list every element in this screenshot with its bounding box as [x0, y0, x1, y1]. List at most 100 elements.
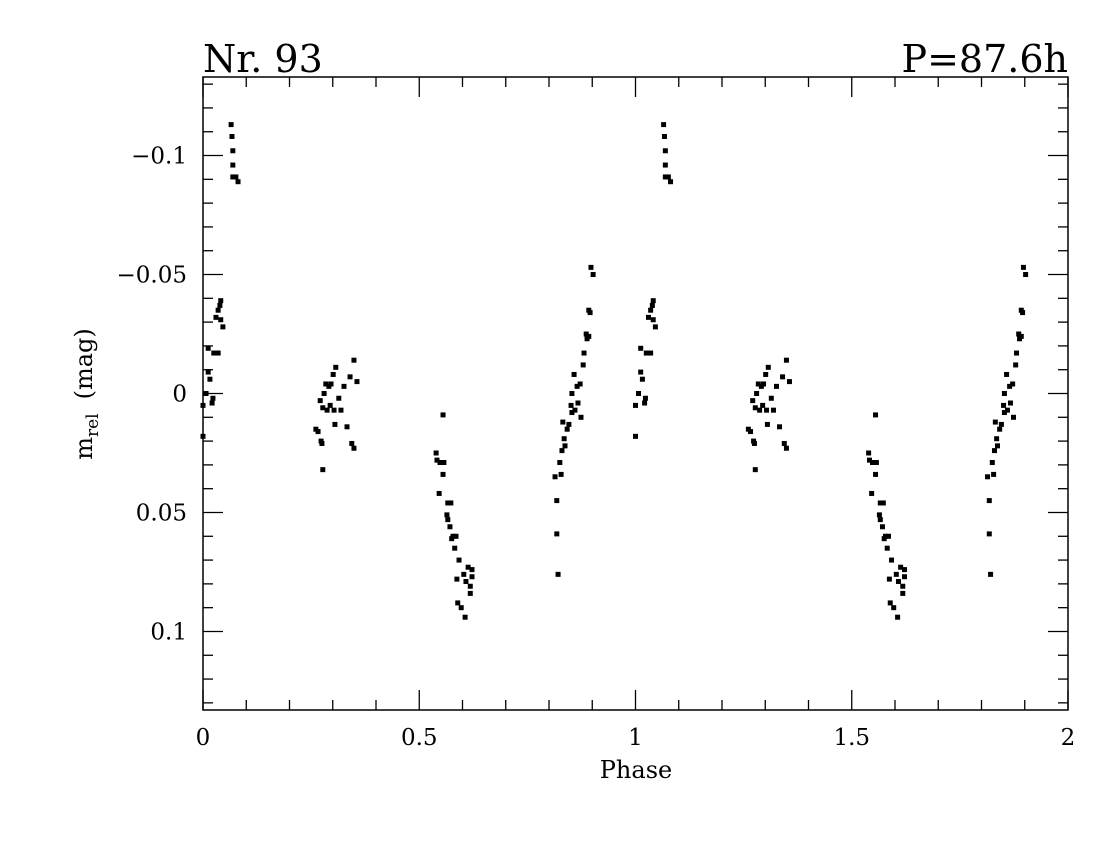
data-point — [1001, 410, 1007, 416]
data-point — [889, 557, 895, 563]
data-point — [638, 345, 644, 351]
y-tick-label: −0.05 — [117, 263, 187, 289]
data-point — [1004, 407, 1010, 413]
data-point — [566, 421, 572, 427]
y-tick-label: 0.05 — [136, 500, 187, 526]
data-point — [323, 381, 329, 387]
data-point — [764, 407, 770, 413]
data-point — [1020, 310, 1026, 316]
y-axis-label-unit: (mag) — [70, 328, 98, 399]
chart-title: Nr. 93 — [203, 37, 323, 81]
data-point — [332, 421, 338, 427]
data-point — [210, 395, 216, 401]
data-point — [315, 429, 321, 435]
y-axis-label-main: m — [70, 437, 98, 460]
data-point — [642, 395, 648, 401]
data-point — [552, 474, 558, 480]
data-point — [763, 371, 769, 377]
data-point — [561, 436, 567, 442]
data-point — [752, 467, 758, 473]
data-point — [786, 379, 792, 385]
data-point — [902, 567, 908, 573]
data-point — [215, 350, 221, 356]
data-point — [748, 429, 754, 435]
y-axis-label: mrel (mag) — [70, 328, 103, 460]
data-point — [880, 500, 886, 506]
data-point — [349, 440, 355, 446]
data-point — [893, 571, 899, 577]
data-point — [455, 600, 461, 606]
data-point — [882, 533, 888, 539]
data-point — [317, 398, 323, 404]
data-point — [588, 264, 594, 270]
data-point — [463, 578, 469, 584]
data-point — [1018, 333, 1024, 339]
data-point — [985, 474, 991, 480]
data-point — [331, 407, 337, 413]
data-point — [648, 350, 654, 356]
plot-frame — [202, 76, 1069, 711]
x-tick-label: 2 — [1061, 725, 1076, 751]
data-point — [777, 424, 783, 430]
chart-subtitle: P=87.6h — [902, 37, 1069, 81]
data-point — [233, 174, 239, 180]
data-point — [581, 350, 587, 356]
y-axis-label-sub: rel — [83, 413, 103, 437]
data-point — [351, 445, 357, 451]
data-point — [1010, 381, 1016, 387]
data-point — [217, 302, 223, 308]
data-point — [578, 414, 584, 420]
data-point — [324, 407, 330, 413]
data-point — [986, 531, 992, 537]
data-point — [895, 578, 901, 584]
data-point — [559, 448, 565, 454]
data-point — [887, 600, 893, 606]
data-point — [200, 433, 206, 439]
data-point — [900, 583, 906, 589]
data-point — [452, 545, 458, 551]
data-point — [462, 614, 468, 620]
data-point — [209, 400, 215, 406]
data-point — [445, 500, 451, 506]
data-point — [320, 467, 326, 473]
data-point — [441, 460, 447, 466]
y-tick-label: 0 — [172, 382, 187, 408]
data-point — [898, 564, 904, 570]
data-point — [575, 400, 581, 406]
data-point — [351, 357, 357, 363]
data-point — [661, 133, 667, 139]
data-point — [633, 433, 638, 439]
data-point — [445, 517, 451, 523]
data-point — [643, 350, 649, 356]
data-point — [781, 440, 787, 446]
data-point — [648, 307, 654, 313]
data-point — [661, 122, 667, 128]
data-point — [633, 402, 638, 408]
data-point — [450, 533, 456, 539]
data-point — [755, 381, 761, 387]
data-point — [338, 407, 344, 413]
data-point — [577, 381, 583, 387]
data-point — [437, 460, 443, 466]
data-point — [456, 557, 462, 563]
data-point — [649, 302, 655, 308]
data-point — [780, 374, 786, 380]
data-point — [650, 317, 656, 323]
data-point — [433, 450, 439, 456]
x-axis-label: Phase — [600, 756, 672, 784]
data-point — [662, 174, 668, 180]
data-point — [642, 400, 648, 406]
data-point — [760, 402, 766, 408]
data-point — [586, 333, 592, 339]
data-point — [568, 402, 574, 408]
data-point — [783, 357, 789, 363]
data-point — [587, 310, 593, 316]
data-point — [583, 331, 589, 337]
data-point — [211, 350, 217, 356]
data-point — [1004, 371, 1010, 377]
data-point — [469, 567, 475, 573]
data-point — [645, 314, 651, 320]
data-point — [764, 421, 770, 427]
data-point — [1014, 350, 1020, 356]
x-tick-label: 0 — [196, 725, 211, 751]
